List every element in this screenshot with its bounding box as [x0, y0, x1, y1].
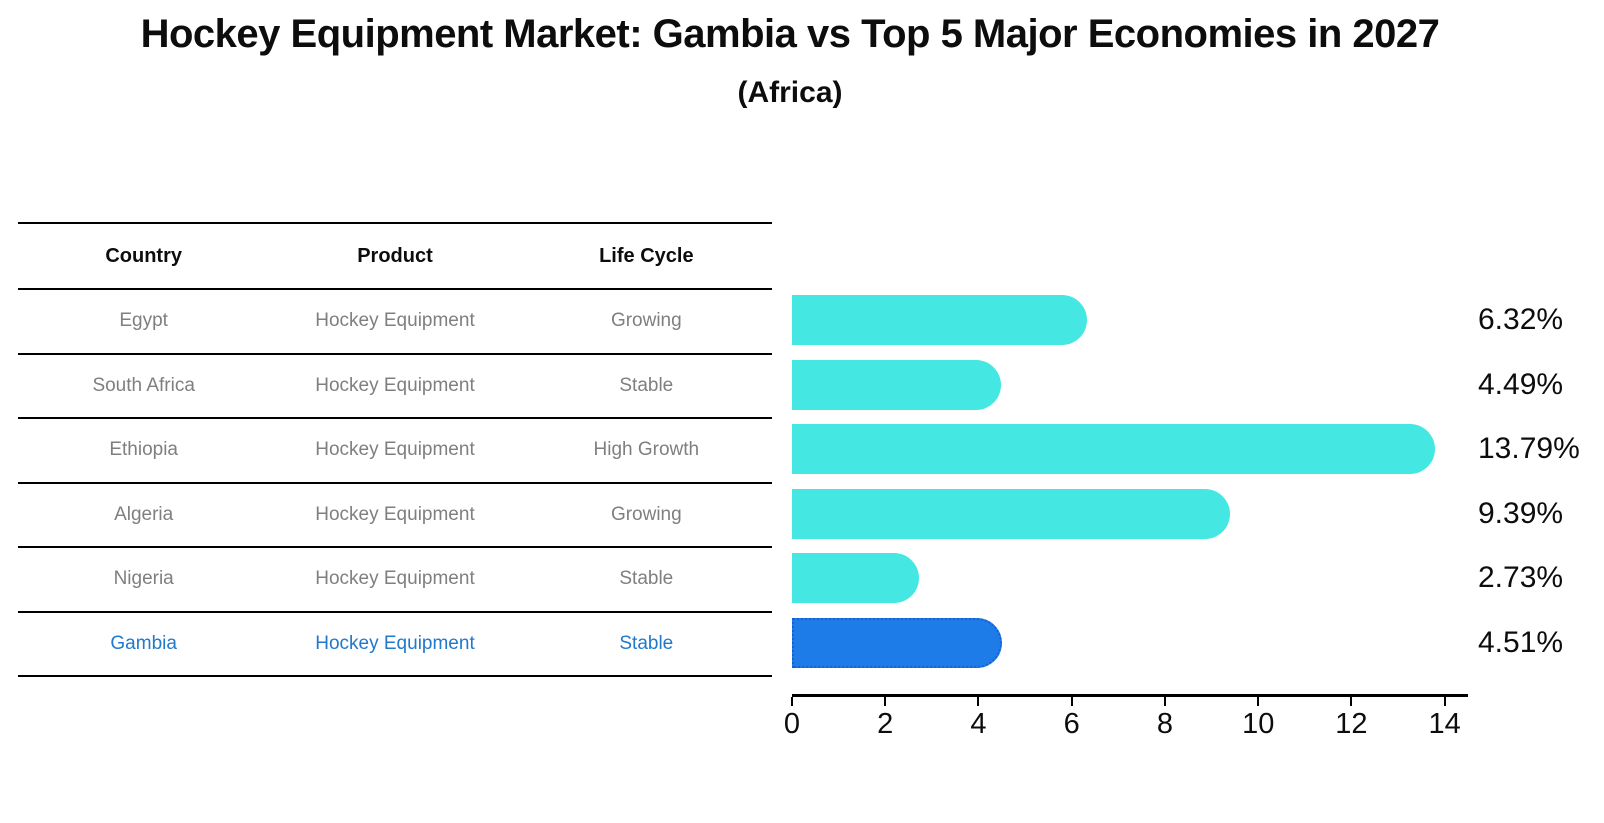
x-tick [1443, 696, 1446, 706]
bar-algeria [792, 488, 1230, 539]
value-label: 9.39% [1478, 496, 1564, 530]
x-tick-label: 12 [1335, 708, 1368, 740]
bar-egypt [792, 295, 1087, 346]
x-tick [1257, 696, 1260, 706]
table-row-ethiopia: Ethiopia Hockey Equipment High Growth [18, 419, 772, 484]
column-header-life-cycle: Life Cycle [599, 244, 694, 267]
life-cycle-cell: Stable [619, 632, 674, 654]
bar-nigeria [792, 553, 920, 604]
x-tick [1070, 696, 1073, 706]
country-cell: Ethiopia [109, 439, 178, 461]
x-tick-label: 10 [1242, 708, 1275, 740]
value-label: 13.79% [1478, 432, 1580, 466]
country-cell: Egypt [119, 310, 168, 332]
product-cell: Hockey Equipment [315, 374, 475, 396]
table-row-algeria: Algeria Hockey Equipment Growing [18, 484, 772, 548]
value-label: 2.73% [1478, 561, 1564, 595]
table-header-row: Country Product Life Cycle [18, 224, 772, 290]
x-tick [791, 696, 793, 706]
life-cycle-cell: Stable [619, 568, 674, 590]
table-row-nigeria: Nigeria Hockey Equipment Stable [18, 548, 772, 613]
value-label: 6.32% [1478, 303, 1564, 337]
column-header-country: Country [105, 244, 182, 267]
bar-south-africa [792, 359, 1002, 410]
column-header-product: Product [357, 244, 433, 267]
x-tick-label: 8 [1156, 708, 1174, 740]
table-row-south-africa: South Africa Hockey Equipment Stable [18, 355, 772, 419]
x-tick [1350, 696, 1353, 706]
country-cell: South Africa [92, 374, 195, 396]
life-cycle-cell: Growing [610, 503, 682, 525]
country-cell: Nigeria [113, 568, 174, 590]
product-cell: Hockey Equipment [315, 503, 475, 525]
table-row-egypt: Egypt Hockey Equipment Growing [18, 290, 772, 355]
x-tick [977, 696, 980, 706]
chart-title: Hockey Equipment Market: Gambia vs Top 5… [140, 12, 1440, 56]
country-cell: Gambia [110, 632, 177, 654]
value-label: 4.51% [1478, 625, 1564, 659]
product-cell: Hockey Equipment [315, 439, 475, 461]
x-tick-label: 2 [877, 708, 894, 740]
x-tick-label: 4 [970, 708, 987, 740]
value-label: 4.49% [1478, 367, 1564, 401]
bar-gambia [792, 617, 1003, 668]
x-tick-label: 6 [1063, 708, 1080, 740]
country-cell: Algeria [114, 503, 174, 525]
country-table: Country Product Life Cycle Egypt Hockey E… [18, 222, 772, 677]
life-cycle-cell: High Growth [593, 439, 700, 461]
life-cycle-cell: Growing [610, 310, 682, 332]
x-tick-label: 0 [783, 708, 801, 740]
product-cell: Hockey Equipment [315, 310, 475, 332]
product-cell: Hockey Equipment [315, 632, 475, 654]
x-tick [1163, 696, 1166, 706]
x-tick [884, 696, 887, 706]
product-cell: Hockey Equipment [315, 568, 475, 590]
x-axis [792, 694, 1468, 697]
bar-ethiopia [792, 424, 1435, 475]
chart-subtitle: (Africa) [737, 76, 843, 109]
x-tick-label: 14 [1428, 708, 1461, 740]
life-cycle-cell: Stable [619, 374, 674, 396]
table-row-gambia: Gambia Hockey Equipment Stable [18, 613, 772, 677]
